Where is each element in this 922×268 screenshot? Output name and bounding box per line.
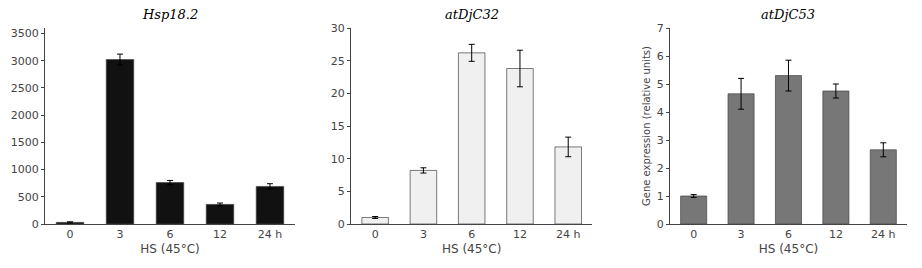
svg-text:15: 15 (331, 120, 345, 133)
svg-text:6: 6 (657, 50, 664, 63)
svg-text:Hsp18.2: Hsp18.2 (142, 7, 198, 22)
svg-text:5: 5 (338, 185, 345, 198)
svg-text:12: 12 (829, 228, 843, 241)
svg-text:6: 6 (468, 228, 475, 241)
svg-text:10: 10 (331, 153, 345, 166)
svg-text:3: 3 (420, 228, 427, 241)
svg-text:12: 12 (213, 228, 227, 241)
svg-text:20: 20 (331, 87, 345, 100)
svg-text:500: 500 (18, 191, 39, 204)
svg-text:2: 2 (657, 162, 664, 175)
svg-text:2000: 2000 (11, 109, 39, 122)
svg-text:6: 6 (166, 228, 173, 241)
svg-text:3500: 3500 (11, 27, 39, 40)
svg-text:4: 4 (657, 106, 664, 119)
svg-text:0: 0 (690, 228, 697, 241)
svg-text:0: 0 (67, 228, 74, 241)
svg-text:0: 0 (338, 218, 345, 231)
svg-text:1: 1 (657, 190, 664, 203)
svg-text:atDjC53: atDjC53 (761, 7, 815, 22)
svg-text:HS (45°C): HS (45°C) (759, 242, 818, 256)
svg-text:12: 12 (513, 228, 527, 241)
svg-text:5: 5 (657, 78, 664, 91)
svg-text:6: 6 (785, 228, 792, 241)
svg-text:24 h: 24 h (258, 228, 282, 241)
svg-text:HS (45°C): HS (45°C) (442, 242, 501, 256)
svg-text:3000: 3000 (11, 55, 39, 68)
svg-text:7: 7 (657, 22, 664, 35)
svg-text:Gene expression (relative unit: Gene expression (relative units) (641, 46, 652, 206)
svg-text:24 h: 24 h (556, 228, 580, 241)
svg-text:30: 30 (331, 22, 345, 35)
svg-text:3: 3 (657, 134, 664, 147)
svg-text:0: 0 (32, 218, 39, 231)
svg-text:3: 3 (738, 228, 745, 241)
svg-text:2500: 2500 (11, 82, 39, 95)
svg-text:25: 25 (331, 55, 345, 68)
svg-text:atDjC32: atDjC32 (445, 7, 499, 22)
svg-text:1000: 1000 (11, 163, 39, 176)
svg-text:24 h: 24 h (871, 228, 895, 241)
svg-text:0: 0 (657, 218, 664, 231)
svg-text:3: 3 (116, 228, 123, 241)
svg-text:0: 0 (372, 228, 379, 241)
svg-text:1500: 1500 (11, 136, 39, 149)
svg-text:HS (45°C): HS (45°C) (140, 242, 199, 256)
